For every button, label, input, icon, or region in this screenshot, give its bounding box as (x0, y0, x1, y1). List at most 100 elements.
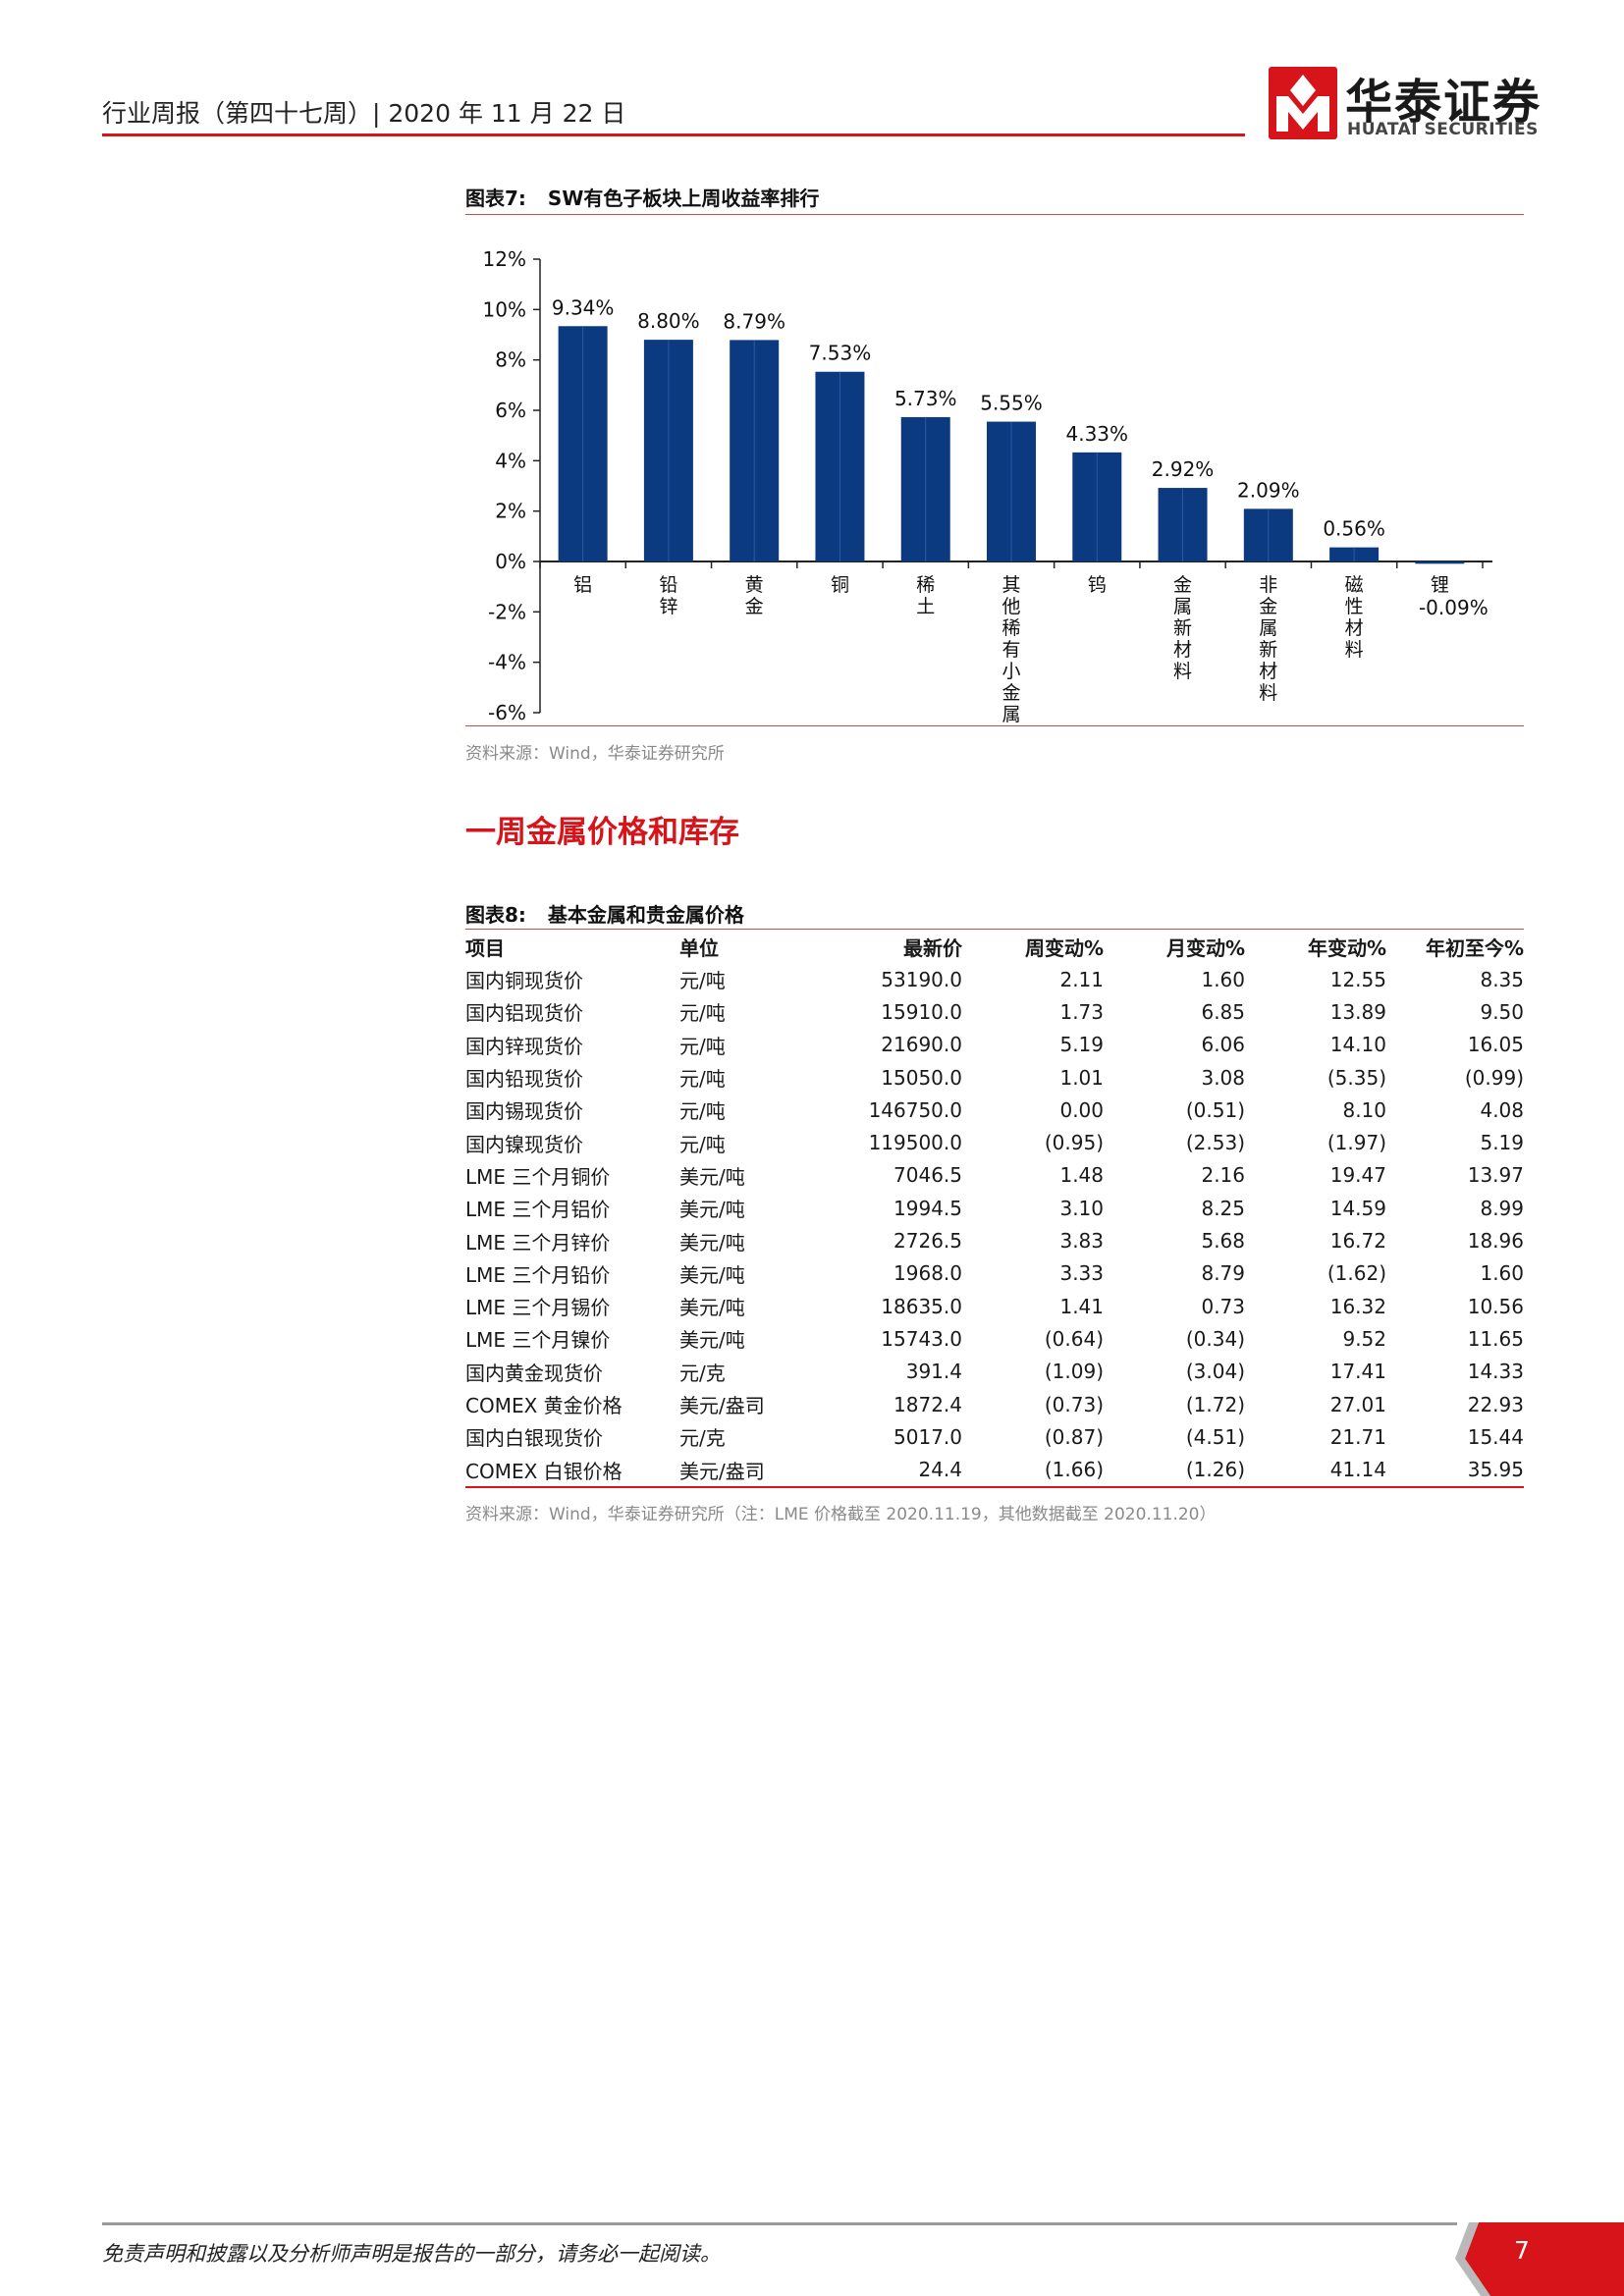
table-row: LME 三个月镍价 美元/吨 15743.0 (0.64) (0.34) 9.52 11.6… (465, 1322, 1524, 1355)
cell-week: 0.00 (1059, 1097, 1104, 1122)
cell-month: 8.25 (1201, 1196, 1245, 1220)
table-row: 国内铜现货价 元/吨 53190.0 2.11 1.60 12.55 8.35 (465, 963, 1524, 995)
cell-unit: 美元/吨 (679, 1262, 745, 1287)
cell-unit: 元/吨 (679, 1067, 726, 1092)
cell-ytd: 1.60 (1480, 1261, 1524, 1286)
table-body: 国内铜现货价 元/吨 53190.0 2.11 1.60 12.55 8.35 国内铝现货价元… (465, 963, 1524, 1486)
cell-item: LME 三个月锡价 (465, 1296, 611, 1320)
figure8-caption: 基本金属和贵金属价格 (547, 903, 744, 927)
figure7-bottom-rule (465, 725, 1524, 726)
data-label: 5.73% (894, 387, 957, 410)
table-row: 国内锡现货价 元/吨 146750.0 0.00 (0.51) 8.10 4.08 (465, 1094, 1524, 1126)
category-label: 铜 (831, 574, 849, 596)
cell-latest: 391.4 (905, 1360, 962, 1384)
cell-latest: 1968.0 (893, 1261, 962, 1286)
cell-ytd: (0.99) (1464, 1065, 1524, 1090)
category-label: 铅锌 (659, 574, 677, 617)
cell-unit: 美元/盎司 (679, 1394, 765, 1417)
cell-latest: 7046.5 (893, 1163, 962, 1188)
data-label: 9.34% (552, 295, 615, 319)
col-header-month: 月变动% (1165, 935, 1245, 960)
figure8-source: 资料来源：Wind，华泰证券研究所（注：LME 价格截至 2020.11.19，… (465, 1505, 1217, 1524)
cell-latest: 5017.0 (893, 1424, 962, 1449)
cell-unit: 美元/吨 (679, 1230, 745, 1255)
cell-latest: 24.4 (918, 1458, 962, 1482)
category-label: 其他稀有小金属 (1001, 574, 1020, 725)
cell-item: 国内镍现货价 (465, 1132, 583, 1156)
col-header-ytd: 年初至今% (1425, 935, 1524, 960)
data-labels: 9.34% 8.80% 8.79% 7.53% 5.73% 5.55% 4.33% 2.92%… (552, 295, 1489, 619)
figure8-label: 图表8: (465, 903, 526, 927)
section-title: 一周金属价格和库存 (465, 815, 739, 850)
y-tick-label: 8% (495, 348, 526, 372)
cell-year: 27.01 (1329, 1392, 1386, 1416)
header-divider (102, 133, 1245, 136)
data-label: 5.55% (980, 392, 1043, 415)
category-label: 金属新材料 (1173, 574, 1192, 682)
cell-month: 3.08 (1201, 1065, 1245, 1090)
footer-divider (102, 2222, 1457, 2225)
table-row: LME 三个月锡价 美元/吨 18635.0 1.41 0.73 16.32 10.56 (465, 1290, 1524, 1322)
y-tick-label: 4% (495, 449, 526, 472)
cell-week: (1.66) (1044, 1458, 1104, 1482)
cell-item: LME 三个月镍价 (465, 1328, 611, 1353)
cell-year: 13.89 (1329, 999, 1386, 1024)
cell-item: 国内铝现货价 (465, 1001, 583, 1026)
col-header-year: 年变动% (1307, 935, 1386, 960)
report-header-title: 行业周报（第四十七周）| 2020 年 11 月 22 日 (102, 99, 626, 128)
y-tick-label: 2% (495, 500, 526, 523)
cell-year: 14.59 (1329, 1196, 1386, 1220)
figure7-title: 图表7: SW有色子板块上周收益率排行 (465, 183, 819, 211)
cell-ytd: 22.93 (1467, 1392, 1524, 1416)
col-header-unit: 单位 (679, 935, 719, 960)
metal-prices-table: 项目 单位 最新价 周变动% 月变动% 年变动% 年初至今% 国内铜现货价 元/吨… (465, 930, 1524, 1486)
cell-week: 5.19 (1059, 1033, 1104, 1057)
cell-month: 6.06 (1201, 1033, 1245, 1057)
brand-name-cn: 华泰证券 (1345, 75, 1543, 130)
table-row: LME 三个月铝价 美元/吨 1994.5 3.10 8.25 14.59 8.99 (465, 1192, 1524, 1224)
cell-week: 2.11 (1059, 967, 1104, 991)
cell-latest: 119500.0 (868, 1131, 962, 1155)
y-tick-label: 10% (483, 297, 526, 321)
cell-unit: 元/吨 (679, 1034, 726, 1058)
cell-month: 5.68 (1201, 1229, 1245, 1254)
data-label: 2.92% (1152, 457, 1215, 481)
cell-ytd: 10.56 (1467, 1294, 1524, 1318)
cell-ytd: 8.35 (1480, 967, 1524, 991)
cell-month: (0.51) (1185, 1097, 1245, 1122)
cell-latest: 53190.0 (881, 967, 962, 991)
figure7-label: 图表7: (465, 187, 526, 210)
cell-item: LME 三个月铜价 (465, 1164, 611, 1189)
cell-item: COMEX 白银价格 (465, 1459, 623, 1483)
cell-unit: 元/吨 (679, 1001, 726, 1026)
category-label: 铝 (573, 574, 592, 596)
cell-ytd: 16.05 (1467, 1033, 1524, 1057)
cell-item: 国内黄金现货价 (465, 1361, 603, 1385)
cell-unit: 美元/吨 (679, 1198, 745, 1222)
cell-week: 1.73 (1059, 999, 1104, 1024)
cell-year: 12.55 (1329, 967, 1386, 991)
cell-week: (0.87) (1044, 1424, 1104, 1449)
y-tick-label: 0% (495, 550, 526, 573)
figure7-caption: SW有色子板块上周收益率排行 (547, 187, 820, 210)
cell-unit: 元/吨 (679, 969, 726, 993)
y-tick-label: 6% (495, 399, 526, 422)
cell-month: (4.51) (1185, 1424, 1245, 1449)
cell-latest: 146750.0 (868, 1097, 962, 1122)
cell-year: 14.10 (1329, 1033, 1386, 1057)
category-label: 稀土 (916, 574, 935, 617)
brand-name-en: HUATAI SECURITIES (1347, 120, 1539, 139)
cell-week: 1.01 (1059, 1065, 1104, 1090)
cell-week: (1.09) (1044, 1360, 1104, 1384)
cell-year: 8.10 (1342, 1097, 1386, 1122)
cell-latest: 1872.4 (893, 1392, 962, 1416)
cell-item: LME 三个月铅价 (465, 1262, 611, 1287)
y-tick-label: -2% (488, 600, 526, 623)
footer-disclaimer: 免责声明和披露以及分析师声明是报告的一部分，请务必一起阅读。 (102, 2242, 721, 2266)
figure7-top-rule (465, 214, 1524, 215)
cell-item: 国内锡现货价 (465, 1099, 583, 1124)
table-row: 国内铝现货价 元/吨 15910.0 1.73 6.85 13.89 9.50 (465, 995, 1524, 1028)
category-label: 黄金 (745, 574, 764, 617)
cell-unit: 美元/吨 (679, 1296, 745, 1320)
cell-latest: 15743.0 (881, 1326, 962, 1351)
